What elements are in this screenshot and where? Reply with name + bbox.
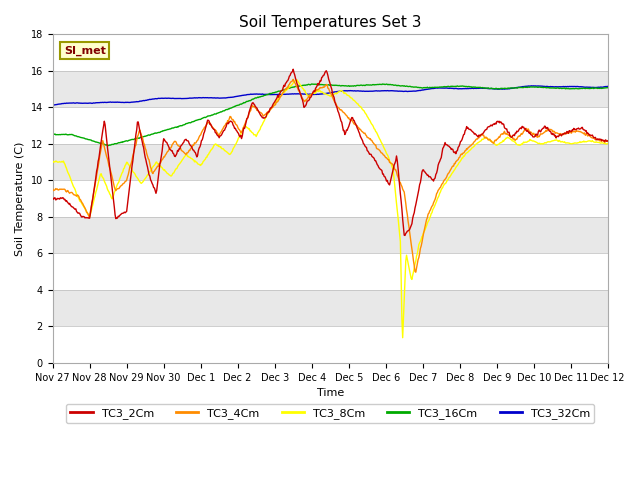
Bar [52,107,608,144]
Bar [52,326,608,363]
Bar [52,144,608,180]
Y-axis label: Soil Temperature (C): Soil Temperature (C) [15,141,25,256]
Bar [52,180,608,217]
Title: Soil Temperatures Set 3: Soil Temperatures Set 3 [239,15,422,30]
Text: SI_met: SI_met [64,46,106,56]
Bar [52,253,608,290]
Bar [52,290,608,326]
Bar [52,217,608,253]
Bar [52,71,608,107]
Bar [52,34,608,71]
Legend: TC3_2Cm, TC3_4Cm, TC3_8Cm, TC3_16Cm, TC3_32Cm: TC3_2Cm, TC3_4Cm, TC3_8Cm, TC3_16Cm, TC3… [66,404,595,423]
X-axis label: Time: Time [317,388,344,398]
